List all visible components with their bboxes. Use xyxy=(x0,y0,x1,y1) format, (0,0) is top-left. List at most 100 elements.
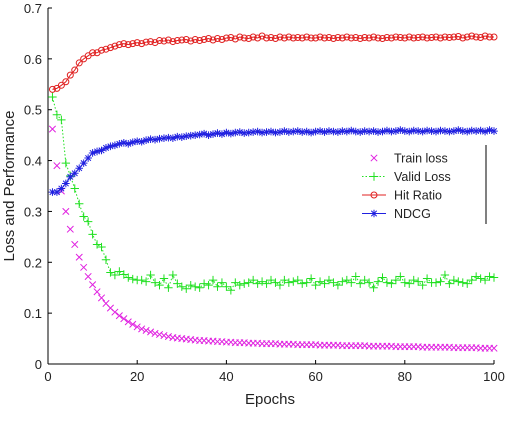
ndcg-point xyxy=(409,126,418,135)
hit-ratio-point xyxy=(111,42,119,50)
ndcg-point xyxy=(383,126,391,135)
valid-loss-point xyxy=(262,279,271,288)
ndcg-point xyxy=(124,139,133,148)
x-tick-label: 60 xyxy=(308,369,322,384)
train-loss-point xyxy=(71,240,79,249)
ndcg-point xyxy=(155,134,164,143)
ndcg-point xyxy=(365,127,373,136)
valid-loss-point xyxy=(396,272,405,281)
legend-marker-ndcg xyxy=(370,209,378,218)
hit-ratio-point xyxy=(410,34,418,42)
hit-ratio-point xyxy=(191,36,199,44)
legend-item-ndcg: NDCG xyxy=(362,207,431,221)
valid-loss-point xyxy=(289,277,298,286)
train-loss-point xyxy=(115,312,123,320)
hit-ratio-point xyxy=(374,34,382,42)
valid-loss-point xyxy=(253,279,262,288)
hit-ratio-point xyxy=(227,33,235,41)
valid-loss-point xyxy=(280,275,289,285)
valid-loss-point xyxy=(48,92,57,102)
ndcg-point xyxy=(169,134,177,142)
valid-loss-point xyxy=(182,284,191,293)
ndcg-point xyxy=(222,128,231,137)
ndcg-point xyxy=(84,154,92,162)
valid-loss-point xyxy=(382,278,392,287)
valid-loss-point xyxy=(418,280,427,290)
hit-ratio-point xyxy=(200,36,208,44)
valid-loss-point xyxy=(110,270,120,280)
valid-loss-point xyxy=(329,278,338,287)
hit-ratio-point xyxy=(160,37,168,45)
ndcg-point xyxy=(195,130,204,139)
hit-ratio-point xyxy=(463,33,471,41)
series-valid-loss xyxy=(48,92,499,295)
train-loss-point xyxy=(490,344,498,352)
ndcg-point xyxy=(48,188,57,196)
ndcg-point xyxy=(436,126,445,135)
hit-ratio-point xyxy=(102,45,110,53)
valid-loss-point xyxy=(155,280,164,290)
ndcg-point xyxy=(490,127,498,135)
valid-loss-point xyxy=(449,275,459,285)
valid-loss-point xyxy=(293,275,302,285)
hit-ratio-point xyxy=(392,33,400,41)
hit-ratio-point xyxy=(151,39,159,47)
hit-ratio-point xyxy=(267,33,275,41)
axis-ticks: 0 20 40 60 80 100 0 0.1 0.2 0.3 0.4 0.5 0.6 0.7 xyxy=(24,1,505,384)
valid-loss-point xyxy=(173,279,182,288)
valid-loss-point xyxy=(387,279,396,288)
valid-loss-point xyxy=(213,282,222,291)
ndcg-point xyxy=(441,127,449,135)
hit-ratio-point xyxy=(245,35,253,43)
hit-ratio-point xyxy=(450,33,458,41)
valid-loss-point xyxy=(315,277,325,286)
ndcg-point xyxy=(227,129,235,138)
ndcg-point xyxy=(302,127,311,136)
train-loss-point xyxy=(80,263,88,271)
hit-ratio-point xyxy=(307,34,315,42)
ndcg-point xyxy=(414,127,422,135)
legend-label-hit-ratio: Hit Ratio xyxy=(394,189,442,203)
valid-loss-point xyxy=(306,274,316,283)
y-tick-label: 0.2 xyxy=(24,255,42,270)
ndcg-point xyxy=(137,137,146,146)
y-tick-label: 0.4 xyxy=(24,154,42,169)
ndcg-point xyxy=(191,131,199,139)
valid-loss-point xyxy=(195,283,204,292)
ndcg-point xyxy=(111,141,119,150)
train-loss-point xyxy=(133,323,141,331)
hit-ratio-point xyxy=(401,34,409,42)
y-tick-label: 0 xyxy=(35,357,42,372)
valid-loss-point xyxy=(347,278,356,287)
valid-loss-point xyxy=(190,282,200,291)
valid-loss-point xyxy=(445,279,454,288)
valid-loss-point xyxy=(454,277,463,286)
ndcg-point xyxy=(280,127,289,135)
valid-loss-point xyxy=(146,270,155,280)
hit-ratio-point xyxy=(249,33,257,41)
hit-ratio-point xyxy=(298,34,306,42)
hit-ratio-point xyxy=(48,85,56,93)
valid-loss-point xyxy=(338,277,347,286)
hit-ratio-point xyxy=(120,40,128,48)
ndcg-point xyxy=(378,127,387,136)
hit-ratio-point xyxy=(75,59,83,67)
valid-loss-point xyxy=(199,279,209,288)
hit-ratio-point xyxy=(289,34,297,42)
hit-ratio-point xyxy=(205,35,213,43)
hit-ratio-point xyxy=(361,33,369,41)
train-loss-point xyxy=(164,332,172,341)
hit-ratio-point xyxy=(396,33,404,41)
hit-ratio-point xyxy=(222,34,230,42)
valid-loss-point xyxy=(409,275,418,285)
ndcg-point xyxy=(454,126,463,134)
ndcg-point xyxy=(146,135,155,144)
hit-ratio-point xyxy=(329,35,337,43)
valid-loss-point xyxy=(463,279,472,288)
ndcg-point xyxy=(476,126,485,135)
hit-ratio-point xyxy=(285,33,293,41)
valid-loss-point xyxy=(226,286,236,295)
valid-loss-point xyxy=(480,275,490,285)
legend-item-train-loss: Train loss xyxy=(370,152,448,166)
